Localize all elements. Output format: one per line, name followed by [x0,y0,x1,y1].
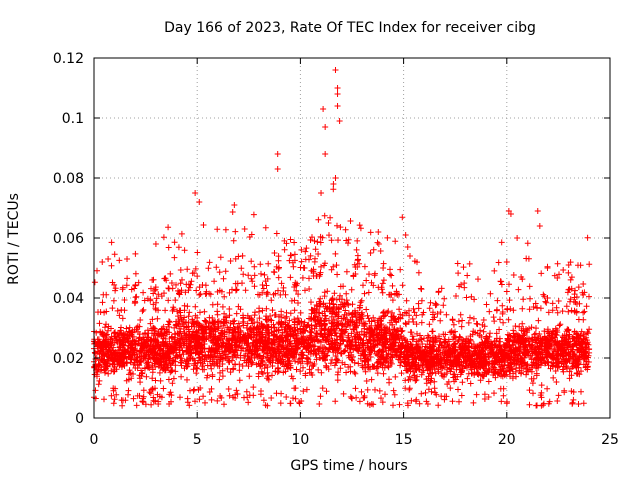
roti-outlier-point [318,190,325,196]
axes-layer: 0 0.02 0.04 0.06 0.08 0.1 0.12 0 5 10 15 20 25 [53,51,619,448]
roti-outlier-point [330,181,337,187]
y-axis-label: ROTI / TECUs [6,193,22,285]
x-tick-label: 5 [193,432,202,448]
roti-outlier-point [375,241,382,247]
chart-title: Day 166 of 2023, Rate Of TEC Index for r… [164,20,536,36]
plot-frame [93,57,611,419]
x-tick-label: 15 [395,432,413,448]
roti-outlier-point [507,211,514,217]
roti-outlier-point [274,151,281,157]
roti-outlier-point [196,199,203,205]
roti-outlier-point [124,256,131,262]
roti-outlier-point [573,301,580,307]
roti-outlier-point [241,226,248,232]
roti-outlier-point [367,250,374,256]
roti-outlier-point [322,124,329,130]
roti-outlier-point [334,85,341,91]
x-axis-label: GPS time / hours [290,458,407,474]
roti-outlier-point [152,241,159,247]
roti-outlier-point [322,151,329,157]
roti-outlier-point [274,166,281,172]
y-tick-label: 0.04 [53,291,84,307]
y-tick-label: 0 [75,411,84,427]
roti-outlier-point [334,91,341,97]
roti-outlier-point [231,202,238,208]
roti-outlier-point [514,235,521,241]
roti-outlier-point [404,244,411,250]
roti-outlier-point [503,259,510,265]
y-tick-label: 0.02 [53,351,84,367]
y-tick-label: 0.06 [53,231,84,247]
y-tick-label: 0.1 [62,111,84,127]
roti-outlier-point [320,106,327,112]
roti-outlier-point [565,262,572,268]
roti-outlier-point [334,103,341,109]
x-tick-label: 10 [291,432,309,448]
roti-outlier-point [99,259,106,265]
x-tick-label: 0 [90,432,99,448]
x-tick-label: 20 [498,432,516,448]
roti-outlier-point [336,118,343,124]
roti-outlier-point [332,175,339,181]
roti-outlier-point [301,265,308,271]
points-layer [91,67,593,409]
x-tick-label: 25 [601,432,619,448]
roti-outlier-point [332,67,339,73]
roti-point-cloud [91,186,593,409]
roti-outlier-point [402,232,409,238]
roti-outlier-point [192,190,199,196]
roti-outlier-point [534,208,541,214]
y-tick-label: 0.12 [53,51,84,67]
roti-outlier-point [536,223,543,229]
y-tick-label: 0.08 [53,171,84,187]
